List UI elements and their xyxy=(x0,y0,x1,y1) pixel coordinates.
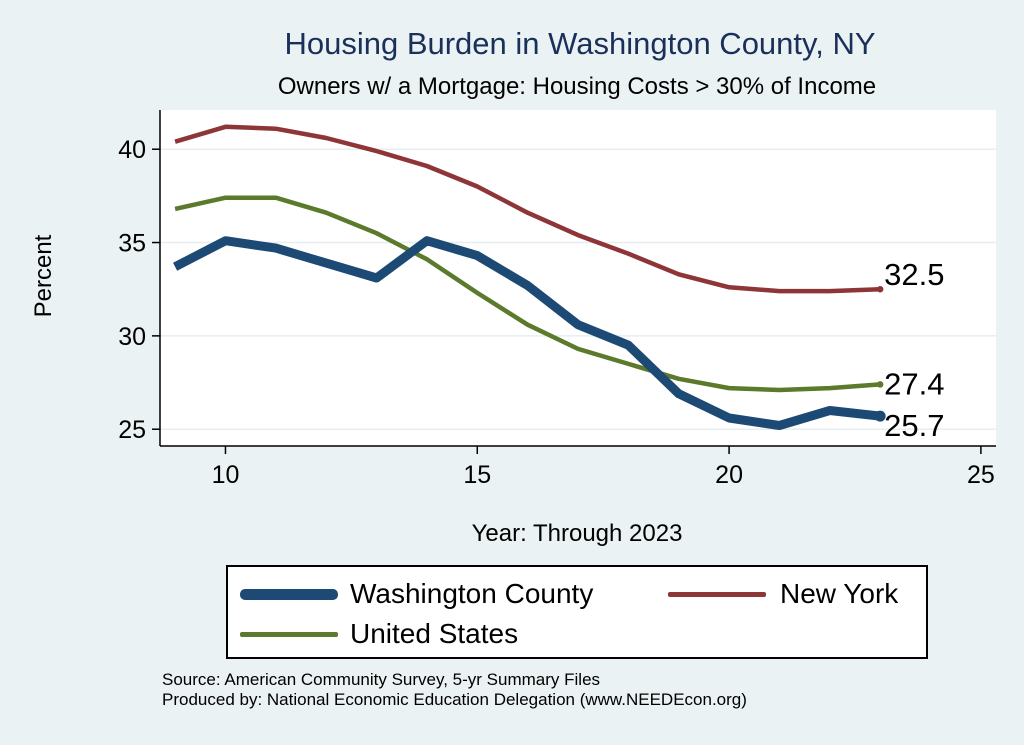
grid-lines xyxy=(160,148,996,430)
x-tick-label-15: 15 xyxy=(463,461,491,489)
legend-swatch-washington-county xyxy=(240,588,338,600)
end-label-new-york: 32.5 xyxy=(884,257,944,292)
end-labels: 32.5 27.4 25.7 xyxy=(874,257,945,443)
series-lines xyxy=(173,124,881,430)
y-tick-label-25: 25 xyxy=(118,416,146,444)
produced-by-line: Produced by: National Economic Education… xyxy=(162,690,747,709)
series-line-washington-county xyxy=(173,236,881,430)
y-axis-label: Percent xyxy=(30,234,57,318)
end-label-united-states: 27.4 xyxy=(884,366,944,401)
legend-swatch-new-york xyxy=(668,591,766,597)
x-axis-label: Year: Through 2023 xyxy=(471,520,683,547)
y-tick-label-35: 35 xyxy=(118,230,146,258)
series-end-point-washington-county xyxy=(874,410,886,422)
y-tick-label-40: 40 xyxy=(118,136,146,164)
legend-label-united-states: United States xyxy=(350,618,519,649)
legend-swatch-united-states xyxy=(240,631,338,637)
end-label-washington-county: 25.7 xyxy=(884,408,944,443)
chart-subtitle: Owners w/ a Mortgage: Housing Costs > 30… xyxy=(277,73,877,100)
x-tick-label-20: 20 xyxy=(715,461,743,489)
chart-title: Housing Burden in Washington County, NY xyxy=(284,26,876,61)
x-tick-label-10: 10 xyxy=(212,461,240,489)
source-line: Source: American Community Survey, 5-yr … xyxy=(162,670,601,689)
legend-item-united-states: United States xyxy=(240,618,518,650)
y-tick-label-30: 30 xyxy=(118,323,146,351)
legend: Washington County New York United States xyxy=(226,565,928,659)
legend-item-new-york: New York xyxy=(668,578,898,610)
legend-item-washington-county: Washington County xyxy=(240,578,593,610)
x-tick-label-25: 25 xyxy=(967,461,995,489)
series-end-point-united-states xyxy=(876,381,884,388)
legend-label-washington-county: Washington County xyxy=(350,578,594,609)
source-note: Source: American Community Survey, 5-yr … xyxy=(162,670,747,710)
axes: 25 30 35 40 10 15 20 25 xyxy=(118,110,996,489)
series-end-point-new-york xyxy=(876,285,884,293)
plot-area xyxy=(160,110,996,446)
legend-label-new-york: New York xyxy=(780,578,899,609)
series-line-new-york xyxy=(174,124,881,294)
series-line-united-states xyxy=(174,195,881,393)
